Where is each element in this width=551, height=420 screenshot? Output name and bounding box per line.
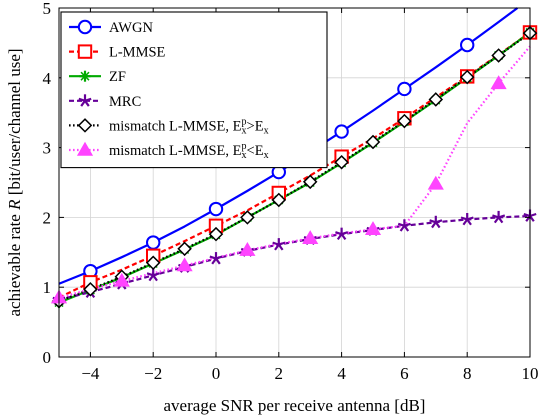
x-tick-label: 10 [522, 364, 539, 383]
legend-marker-6 [76, 141, 94, 156]
data-point-series-5 [208, 226, 224, 242]
data-point-series-4 [335, 227, 349, 241]
legend-label-1: AWGN [109, 20, 153, 36]
data-point-series-4 [492, 210, 506, 224]
legend-marker-3 [79, 70, 91, 82]
plot-frame [58, 7, 531, 358]
data-point-series-5 [271, 192, 287, 208]
data-point-series-5 [145, 255, 161, 271]
data-point-series-5 [83, 282, 98, 297]
x-tick-label: −4 [81, 364, 100, 383]
y-tick-label: 4 [43, 69, 52, 88]
y-axis-label-part: [bit/user/channel use] [5, 48, 24, 199]
legend-marker-1 [77, 19, 93, 35]
data-point-series-5 [240, 210, 255, 225]
y-axis-label: achievable rate R [bit/user/channel use] [5, 48, 24, 316]
y-tick-label: 0 [43, 348, 52, 367]
data-point-series-5 [177, 241, 192, 257]
data-point-series-1 [146, 235, 161, 250]
data-point-series-5 [491, 48, 506, 63]
legend-label-5: mismatch L-MMSE, Ep x>Ex [109, 116, 269, 136]
data-point-series-4 [429, 215, 443, 229]
y-axis-label-symbol: R [5, 199, 24, 211]
series-line-6 [58, 45, 531, 299]
legend-marker-4 [78, 94, 92, 107]
axis-ticks: −4 −2 0 2 4 6 8 10 0 1 2 3 4 5 [43, 0, 539, 383]
data-point-series-5 [365, 134, 381, 150]
x-tick-label: 8 [463, 364, 472, 383]
legend-label-3: ZF [109, 69, 126, 85]
data-point-series-4 [397, 219, 411, 232]
legend-box [60, 11, 328, 169]
data-point-series-1 [208, 201, 224, 217]
x-tick-label: 2 [275, 364, 284, 383]
data-point-series-1 [397, 81, 412, 97]
data-point-series-4 [460, 212, 474, 226]
y-axis-label-part: achievable rate [5, 210, 24, 317]
data-point-series-6 [427, 175, 444, 190]
series-line-5 [58, 32, 531, 303]
x-tick-label: 0 [212, 364, 221, 383]
legend-marker-5 [77, 118, 93, 133]
data-point-series-5 [459, 69, 475, 85]
data-point-series-6 [239, 242, 256, 256]
y-tick-label: 5 [43, 0, 52, 18]
data-point-series-6 [490, 75, 507, 90]
data-point-series-6 [364, 221, 382, 235]
y-tick-label: 3 [43, 139, 52, 158]
x-tick-label: −2 [144, 364, 162, 383]
y-tick-label: 1 [43, 278, 52, 297]
legend-label-2: L-MMSE [109, 45, 166, 61]
data-point-series-4 [209, 252, 223, 265]
data-point-series-5 [334, 154, 349, 170]
data-point-series-4 [272, 238, 286, 251]
y-tick-label: 2 [43, 208, 52, 227]
data-point-series-6 [113, 272, 130, 287]
legend: AWGN L-MMSE ZF MRC mismatch L-MMSE, Ep x>Ex mi… [60, 11, 328, 169]
x-axis-label: average SNR per receive antenna [dB] [164, 396, 426, 415]
x-tick-label: 6 [400, 364, 409, 383]
data-point-series-5 [397, 113, 412, 129]
legend-label-4: MRC [109, 94, 141, 110]
series-line-4 [58, 214, 531, 301]
data-point-series-1 [460, 37, 475, 53]
data-point-series-5 [428, 92, 444, 107]
data-point-series-6 [176, 257, 193, 272]
legend-label-6: mismatch L-MMSE, Ep x<Ex [109, 141, 269, 161]
data-point-series-1 [334, 124, 349, 139]
series-markers [50, 25, 538, 309]
x-tick-label: 4 [337, 364, 346, 383]
data-point-series-5 [302, 174, 318, 190]
legend-marker-2 [77, 44, 93, 59]
data-point-series-6 [302, 230, 319, 245]
